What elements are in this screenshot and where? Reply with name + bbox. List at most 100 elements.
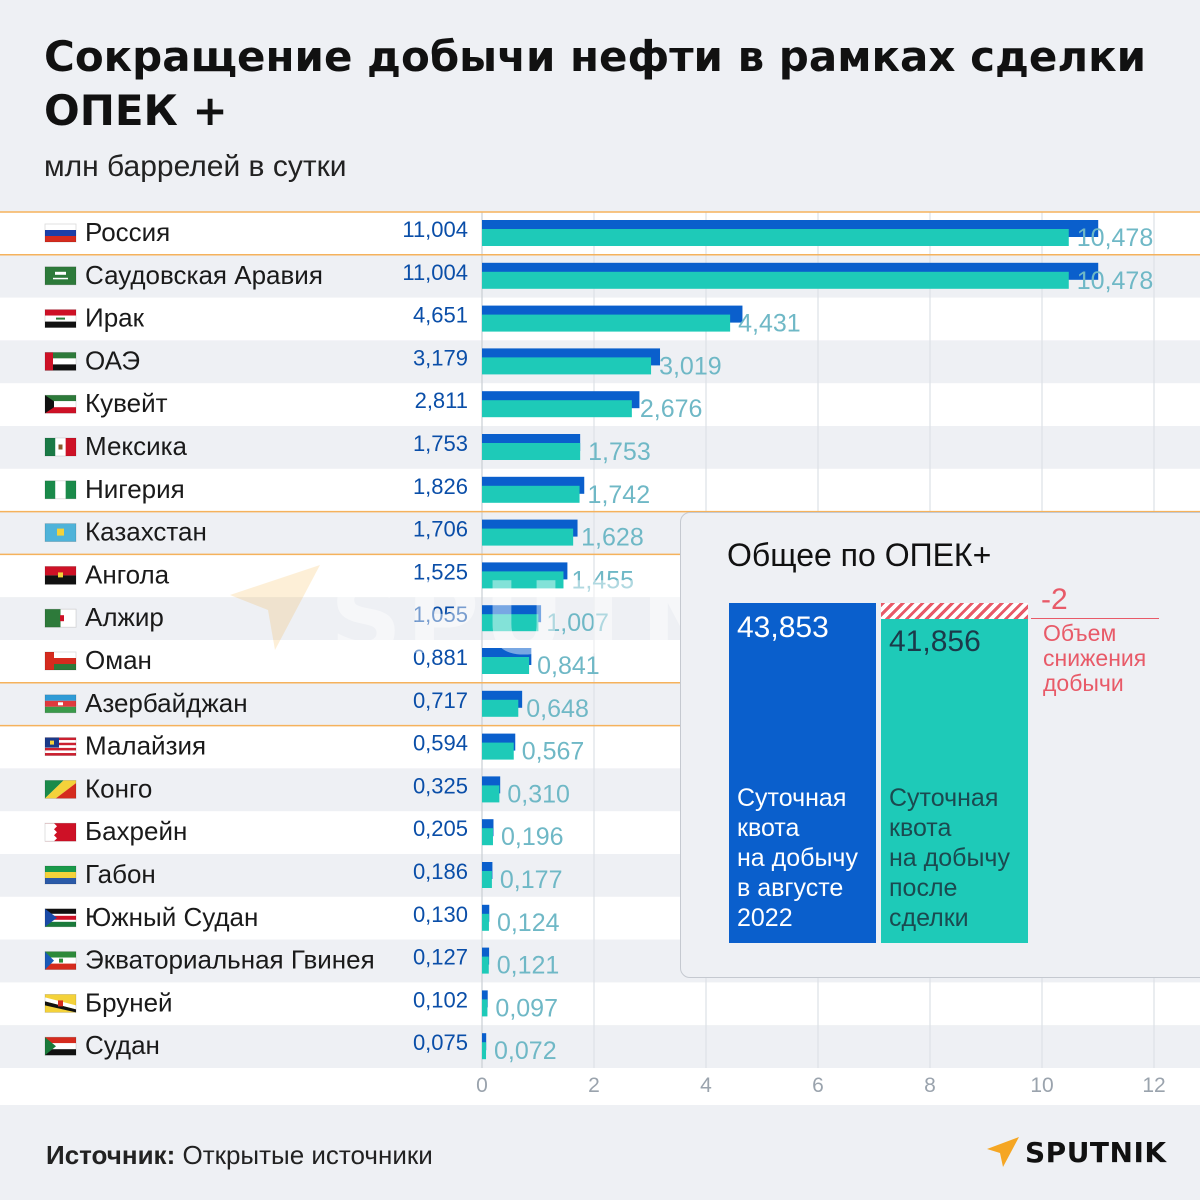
axis-background <box>0 1068 1200 1105</box>
bar-after <box>482 699 519 717</box>
bar-after <box>482 785 500 803</box>
equatorial-guinea-flag-icon <box>44 951 77 970</box>
gabon-flag-icon <box>44 865 77 885</box>
value-label-before: 11,004 <box>402 260 468 285</box>
summary-before-caption: Суточная квота на добычу в августе 2022 <box>737 784 858 932</box>
value-label-before: 0,594 <box>413 731 468 756</box>
country-label: Южный Судан <box>85 902 258 932</box>
value-label-after: 10,478 <box>1077 267 1153 295</box>
country-label: Экваториальная Гвинея <box>85 945 375 975</box>
sudan-flag-icon <box>44 1036 77 1056</box>
saudi-arabia-flag-icon <box>44 266 77 286</box>
value-label-before: 0,205 <box>413 816 468 841</box>
x-tick-label: 12 <box>1142 1074 1165 1097</box>
south-sudan-flag-icon <box>44 908 77 928</box>
bar-after <box>482 528 574 546</box>
value-label-before: 1,055 <box>413 602 468 627</box>
summary-after-value: 41,856 <box>889 625 981 658</box>
row-background <box>0 1025 1200 1068</box>
bahrain-flag-icon <box>44 822 77 842</box>
value-label-before: 1,706 <box>413 517 468 542</box>
country-label: Азербайджан <box>85 688 248 718</box>
country-label: Саудовская Аравия <box>85 260 323 290</box>
value-label-after: 1,742 <box>588 481 651 509</box>
bar-after <box>482 999 488 1017</box>
value-label-after: 0,310 <box>507 780 570 808</box>
row-background <box>0 982 1200 1026</box>
bar-before <box>482 990 488 1008</box>
value-label-after: 0,097 <box>495 994 558 1022</box>
x-tick-label: 4 <box>700 1074 712 1097</box>
summary-panel: Общее по ОПЕК+ 43,853 Суточная квота на … <box>680 512 1200 978</box>
source-text: Открытые источники <box>182 1140 433 1170</box>
summary-bar-before: 43,853 Суточная квота на добычу в август… <box>729 603 876 943</box>
country-label: Малайзия <box>85 731 206 761</box>
value-label-after: 0,841 <box>537 652 600 680</box>
value-label-before: 0,127 <box>413 945 468 970</box>
summary-diff-value: -2 <box>1041 583 1068 616</box>
value-label-after: 1,628 <box>581 524 644 552</box>
value-label-after: 1,007 <box>546 609 609 637</box>
value-label-before: 0,075 <box>413 1030 468 1055</box>
summary-diff-caption: Объем снижения добычи <box>1043 620 1147 696</box>
summary-diff-line <box>1031 618 1159 619</box>
source-note: Источник: Открытые источники <box>46 1140 433 1171</box>
value-label-before: 11,004 <box>402 217 468 242</box>
bar-after <box>482 828 493 846</box>
country-label: Кувейт <box>85 388 168 418</box>
mexico-flag-icon <box>44 437 77 457</box>
country-label: Россия <box>85 217 170 247</box>
bar-after <box>482 271 1069 289</box>
value-label-after: 0,648 <box>526 695 589 723</box>
uae-flag-icon <box>44 351 77 371</box>
kazakhstan-flag-icon <box>44 523 77 542</box>
row-background <box>0 468 1200 512</box>
value-label-before: 1,753 <box>413 431 468 456</box>
sputnik-logo-icon <box>987 1137 1019 1167</box>
value-label-after: 0,196 <box>501 823 564 851</box>
source-label: Источник: <box>46 1140 176 1170</box>
country-label: Судан <box>85 1030 160 1060</box>
country-label: ОАЭ <box>85 345 140 375</box>
country-label: Габон <box>85 859 156 889</box>
brunei-flag-icon <box>44 994 77 1013</box>
summary-title: Общее по ОПЕК+ <box>727 537 992 573</box>
value-label-after: 0,177 <box>500 866 563 894</box>
value-label-after: 1,455 <box>571 566 634 594</box>
x-tick-label: 0 <box>476 1074 488 1097</box>
malaysia-flag-icon <box>44 737 77 756</box>
bar-before <box>482 947 490 965</box>
azerbaijan-flag-icon <box>44 694 77 714</box>
country-label: Бахрейн <box>85 816 187 846</box>
bar-after <box>482 956 489 974</box>
sputnik-logo: SPUTNIK <box>985 1135 1167 1169</box>
country-label: Ирак <box>85 303 145 333</box>
summary-before-value: 43,853 <box>737 611 829 644</box>
bar-before <box>482 862 493 879</box>
bar-after <box>482 314 731 332</box>
angola-flag-icon <box>44 566 77 585</box>
value-label-after: 0,072 <box>494 1037 557 1065</box>
value-label-before: 0,325 <box>413 773 468 798</box>
x-tick-label: 6 <box>812 1074 824 1097</box>
chart-subtitle: млн баррелей в сутки <box>44 150 347 183</box>
summary-diff-hatch <box>881 603 1028 619</box>
russia-flag-icon <box>44 223 77 243</box>
country-label: Оман <box>85 645 152 675</box>
row-background <box>0 426 1200 469</box>
kuwait-flag-icon <box>44 394 77 414</box>
value-label-after: 2,676 <box>640 395 703 423</box>
bar-before <box>482 819 494 837</box>
country-label: Бруней <box>85 987 173 1017</box>
bar-after <box>482 1042 487 1060</box>
country-label: Нигерия <box>85 474 185 504</box>
bar-after <box>482 571 564 589</box>
bar-before <box>482 904 490 922</box>
algeria-flag-icon <box>44 608 77 628</box>
bar-after <box>482 614 539 632</box>
country-label: Мексика <box>85 431 188 461</box>
value-label-before: 1,525 <box>413 559 468 584</box>
value-label-before: 0,130 <box>413 902 468 927</box>
country-label: Конго <box>85 773 152 803</box>
x-tick-label: 2 <box>588 1074 600 1097</box>
